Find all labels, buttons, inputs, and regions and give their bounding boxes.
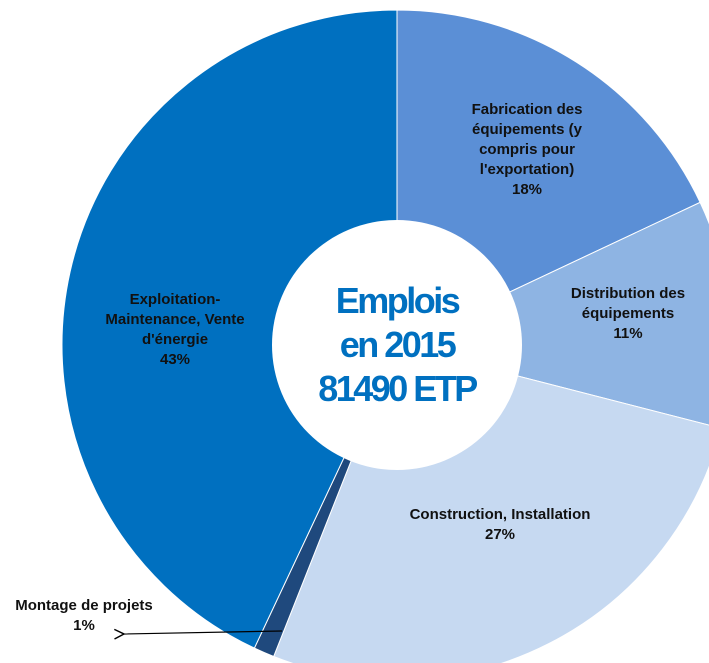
donut-hole bbox=[272, 220, 522, 470]
slice-label: Montage de projets 1% bbox=[14, 596, 154, 636]
slice-label: Fabrication des équipements (y compris p… bbox=[452, 100, 602, 200]
slice bbox=[61, 9, 398, 649]
value-label: 11% bbox=[613, 325, 643, 342]
category-name: Exploitation-Maintenance, Vente d'énergi… bbox=[105, 291, 245, 348]
category-name: Distribution des équipements bbox=[570, 285, 686, 322]
value-label: 27% bbox=[484, 526, 516, 543]
category-name: Fabrication des équipements (y compris p… bbox=[471, 101, 583, 178]
center-line: en 2015 bbox=[339, 324, 457, 365]
slice-label: Construction, Installation 27% bbox=[400, 505, 600, 545]
category-name: Montage de projets bbox=[15, 597, 153, 614]
slice bbox=[395, 201, 709, 426]
center-line: Emplois bbox=[335, 280, 461, 321]
value-label: 43% bbox=[159, 351, 191, 368]
value-label: 1% bbox=[73, 617, 95, 634]
category-name: Construction, Installation bbox=[409, 506, 591, 523]
leader-arrow bbox=[124, 631, 283, 634]
center-line: 81490 ETP bbox=[318, 368, 478, 409]
slice-label: Exploitation-Maintenance, Vente d'énergi… bbox=[85, 290, 265, 370]
slice-label: Distribution des équipements 11% bbox=[548, 284, 708, 344]
center-label: Emplois en 2015 81490 ETP bbox=[318, 279, 478, 411]
value-label: 18% bbox=[511, 181, 543, 198]
